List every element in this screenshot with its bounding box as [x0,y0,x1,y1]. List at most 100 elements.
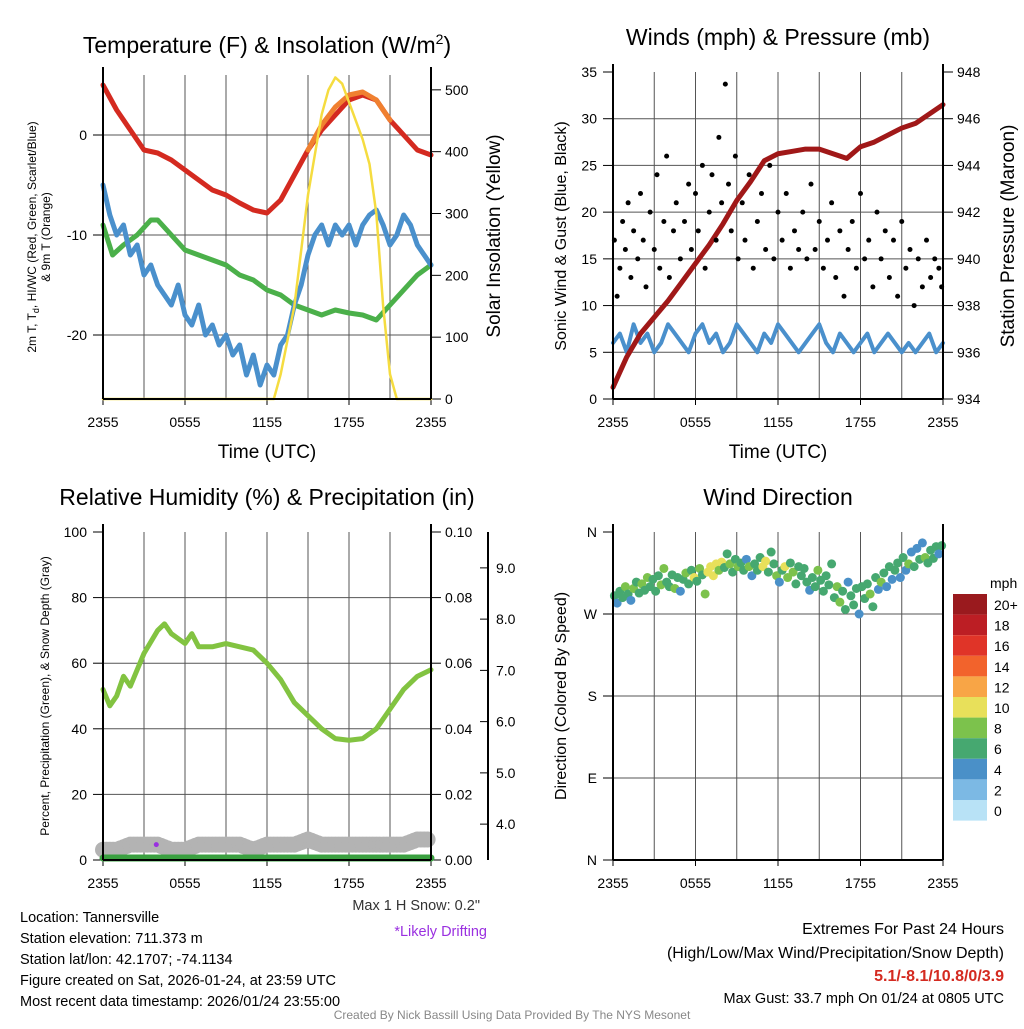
wind-direction-y-label: Direction (Colored By Speed) [553,592,570,800]
x-tick-label: 0555 [169,875,200,891]
y-tick-label: 0 [589,391,597,407]
x-tick-label: 2355 [87,414,118,430]
wind-direction-point [937,541,947,551]
y2-tick-label: 0.08 [445,590,472,606]
wind-direction-panel-title: Wind Direction [703,484,853,510]
y-tick-label: 5 [589,344,597,360]
wind-direction-point [865,589,875,599]
gust-point [742,237,748,243]
legend-label: 0 [994,803,1002,819]
wind-direction-point [909,562,919,572]
gust-point [853,265,859,271]
y3-tick-label: 8.0 [496,611,516,627]
gust-point [874,209,880,215]
y-tick-label: 80 [71,590,87,606]
gust-point [754,218,760,224]
gust-point [800,209,806,215]
wind-direction-point [818,586,828,596]
gust-point [899,218,905,224]
elevation-text: Station elevation: 711.373 m [20,931,203,947]
x-tick-label: 1155 [252,414,282,430]
gust-point [682,218,687,224]
gust-point [671,228,676,234]
y-tick-label: -10 [67,227,87,243]
gust-point [625,200,631,206]
gust-point [635,256,641,262]
gust-point [628,275,634,281]
y2-tick-label: 0.00 [445,852,472,868]
wind-direction-point [653,571,663,581]
y-tick-label: 20 [71,786,87,802]
wind-direction-point [675,586,685,596]
gust-point [775,209,781,215]
legend-swatch [953,594,987,615]
wind-direction-point [810,582,820,592]
gust-point [858,190,863,196]
x-tick-label: 1755 [845,875,876,891]
wind-direction-point [761,556,771,566]
y2-tick-label: 948 [957,64,981,80]
max-snow-annotation: Max 1 H Snow: 0.2" [352,898,480,914]
humidity-y-label: Percent, Precipitation (Green), & Snow D… [38,556,52,835]
legend-swatch [953,655,987,677]
x-tick-label: 2355 [597,414,628,430]
y-tick-label: N [587,852,597,868]
legend-label: 16 [994,638,1010,654]
gust-point [746,172,752,178]
wind-direction-point [868,602,878,612]
extremes-title: Extremes For Past 24 Hours [802,921,1004,938]
legend-swatch [953,717,987,739]
extremes-values: 5.1/-8.1/10.8/0/3.9 [874,968,1004,985]
gust-point [728,228,734,234]
gust-point [816,218,822,224]
gust-point [647,209,653,215]
y2-tick-label: 200 [445,267,469,283]
wind-direction-point [934,549,944,559]
legend-label: 6 [994,741,1002,757]
gust-point [928,275,934,281]
wind-direction-point [763,567,773,577]
wind-direction-point [821,571,831,581]
wind-direction-point [882,582,892,592]
legend-label: 2 [994,782,1002,798]
wind-direction-point [747,571,757,581]
gust-point [657,265,663,271]
wind-direction-point [700,589,710,599]
wind-direction-point [659,563,669,573]
gust-point [833,275,839,281]
gust-point [688,247,694,253]
wind-direction-point [840,604,850,614]
gust-point [664,153,670,159]
gust-point [919,284,925,290]
gust-point [820,265,826,271]
gust-point [866,237,872,243]
temperature-y-label: 2m T, Td, HI/WC (Red, Green, Scarlet/Blu… [25,121,41,352]
y-tick-label: N [587,524,597,540]
y-tick-label: 0 [79,852,87,868]
gust-point [932,256,938,262]
gust-point [654,172,660,178]
created-text: Figure created on Sat, 2026-01-24, at 23… [20,973,336,989]
wind-direction-point [846,591,856,601]
x-tick-label: 1155 [763,875,793,891]
wind-direction-point [807,573,817,583]
wind-direction-point [813,565,823,575]
gust-point [722,81,728,87]
legend-swatch [953,758,987,780]
gust-point [750,265,756,271]
gust-point [915,256,921,262]
wind-direction-point [722,549,732,559]
gust-point [767,162,773,168]
gust-point [804,256,810,262]
gust-point [643,284,649,290]
gust-point [661,218,667,224]
wind-direction-point [879,568,889,578]
gust-point [771,256,777,262]
wind-direction-point [788,567,798,577]
gust-point [878,256,884,262]
legend-label: 12 [994,679,1010,695]
wind-direction-point [708,571,718,581]
legend-swatch [953,800,987,821]
wind-direction-point [796,571,806,581]
